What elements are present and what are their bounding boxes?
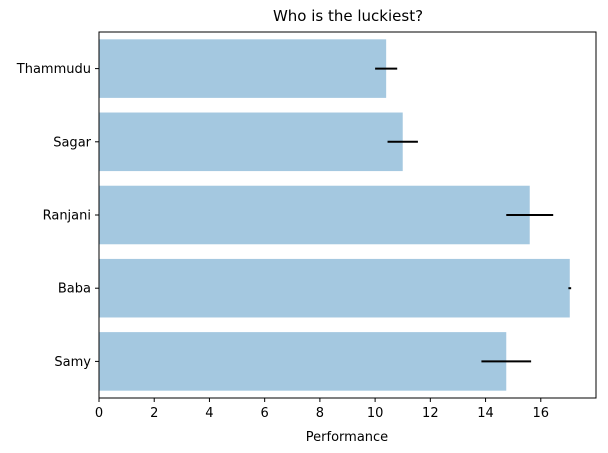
y-tick-label: Ranjani [43,209,91,224]
x-tick-label: 6 [261,406,269,421]
x-tick-label: 4 [205,406,213,421]
x-tick-label: 16 [533,406,550,421]
x-tick-label: 2 [150,406,158,421]
x-tick-label: 0 [95,406,103,421]
error-bars-layer [375,67,572,363]
y-tick-label: Thammudu [16,62,91,77]
y-axis: Samy Baba Ranjani Sagar Thammudu [16,62,99,370]
y-tick-label: Sagar [53,135,91,150]
bar [99,112,403,172]
x-tick-label: 8 [316,406,324,421]
x-axis-label: Performance [306,430,388,445]
y-tick-label: Baba [58,282,91,297]
x-tick-label: 14 [477,406,494,421]
chart-title: Who is the luckiest? [273,7,423,25]
x-tick-label: 12 [422,406,439,421]
bar [99,258,570,318]
x-axis: 0 2 4 6 8 10 12 14 16 [95,398,549,421]
bar [99,332,507,391]
bars-layer [99,39,570,391]
y-tick-label: Samy [54,355,91,370]
x-tick-label: 10 [367,406,384,421]
bar [99,185,530,245]
bar [99,39,387,98]
